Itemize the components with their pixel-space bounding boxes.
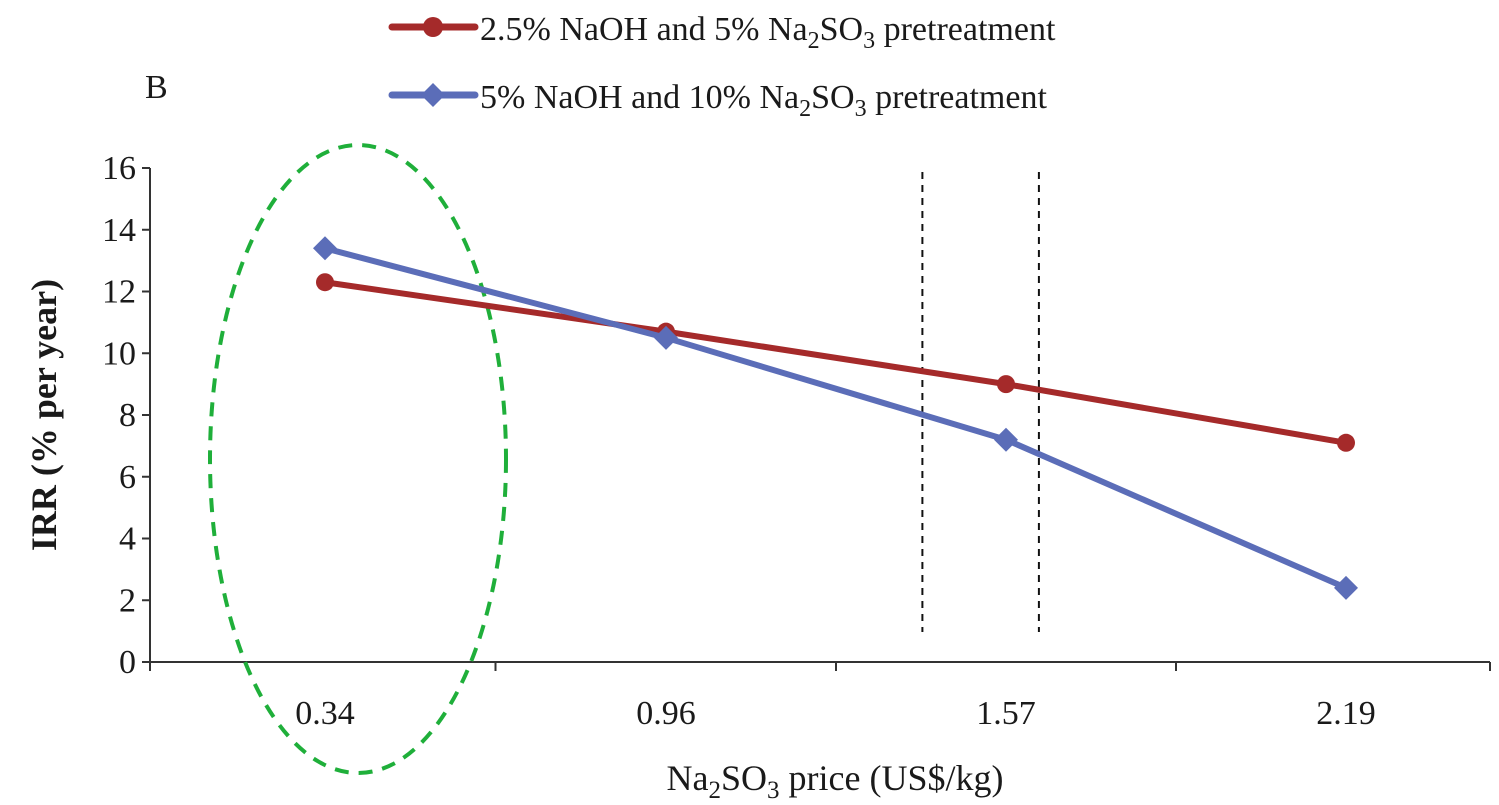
series-line-2 bbox=[322, 245, 1349, 591]
panel-label: B bbox=[145, 69, 168, 106]
legend-item-series-1: 2.5% NaOH and 5% Na2SO3 pretreatment bbox=[388, 11, 1056, 54]
data-point-series-2 bbox=[313, 236, 337, 261]
legend: 2.5% NaOH and 5% Na2SO3 pretreatment 5% … bbox=[388, 11, 1056, 122]
data-point-series-2 bbox=[654, 325, 678, 350]
data-point-series-1 bbox=[316, 273, 334, 292]
y-tick-label: 12 bbox=[102, 274, 136, 311]
y-axis-title: IRR (% per year) bbox=[24, 279, 64, 551]
data-point-series-1 bbox=[1337, 433, 1355, 452]
x-tick-label: 0.96 bbox=[636, 695, 696, 732]
data-point-series-2 bbox=[1334, 575, 1358, 600]
y-tick-label: 10 bbox=[102, 335, 136, 372]
x-tick-label: 0.34 bbox=[295, 695, 355, 732]
y-tick-label: 2 bbox=[119, 582, 136, 619]
highlight-ellipse bbox=[208, 143, 508, 775]
annotations bbox=[208, 143, 1040, 775]
y-tick-label: 16 bbox=[102, 150, 136, 187]
y-tick-label: 4 bbox=[119, 521, 136, 558]
series-line-1 bbox=[322, 279, 1349, 446]
data-point-series-1 bbox=[997, 375, 1015, 394]
legend-label-series-1: 2.5% NaOH and 5% Na2SO3 pretreatment bbox=[480, 11, 1056, 54]
axes: 0 2 4 6 8 10 12 14 16 0.34 0.96 1.57 2.19 bbox=[102, 150, 1491, 732]
series-layer bbox=[313, 236, 1358, 600]
legend-label-series-2: 5% NaOH and 10% Na2SO3 pretreatment bbox=[480, 79, 1047, 122]
legend-marker-series-1 bbox=[423, 17, 443, 37]
x-tick-label: 2.19 bbox=[1316, 695, 1376, 732]
x-axis-title: Na2SO3 price (US$/kg) bbox=[667, 758, 1004, 804]
data-point-series-2 bbox=[994, 427, 1018, 452]
x-tick-label: 1.57 bbox=[976, 695, 1036, 732]
legend-item-series-2: 5% NaOH and 10% Na2SO3 pretreatment bbox=[388, 79, 1047, 122]
y-tick-label: 8 bbox=[119, 397, 136, 434]
y-tick-label: 0 bbox=[119, 644, 136, 681]
y-tick-label: 14 bbox=[102, 212, 136, 249]
y-tick-label: 6 bbox=[119, 459, 136, 496]
legend-marker-series-2 bbox=[421, 83, 445, 107]
